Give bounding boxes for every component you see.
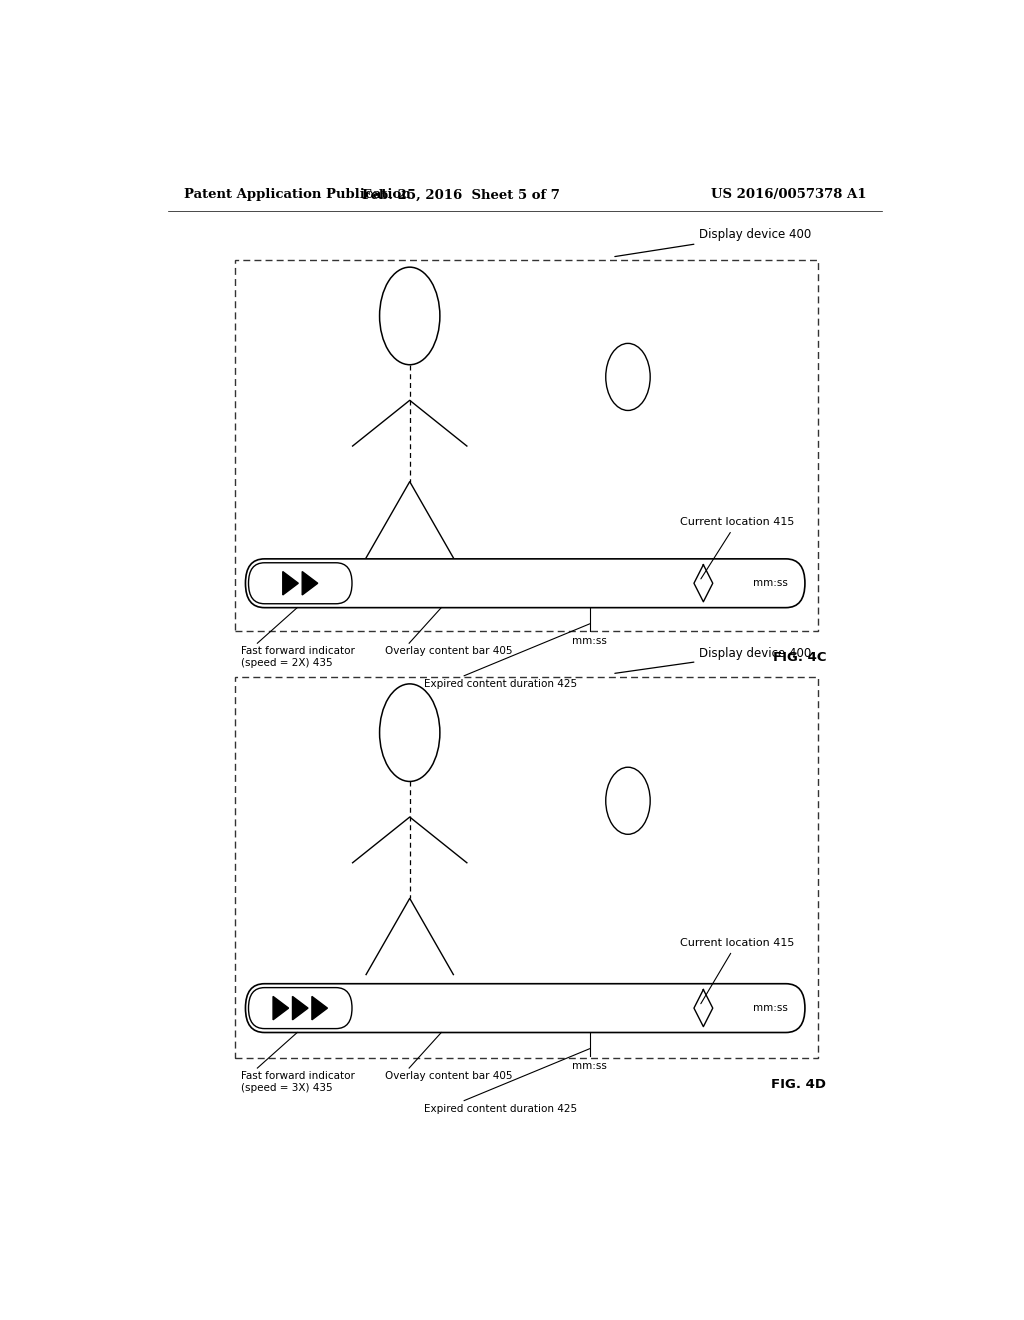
- Text: FIG. 4D: FIG. 4D: [771, 1078, 826, 1092]
- Text: Fast forward indicator
(speed = 2X) 435: Fast forward indicator (speed = 2X) 435: [242, 647, 355, 668]
- Text: Current location 415: Current location 415: [680, 517, 794, 579]
- Polygon shape: [273, 997, 289, 1020]
- Polygon shape: [283, 572, 298, 595]
- Polygon shape: [293, 997, 308, 1020]
- FancyBboxPatch shape: [236, 677, 818, 1057]
- FancyBboxPatch shape: [246, 558, 805, 607]
- Text: Overlay content bar 405: Overlay content bar 405: [385, 1071, 513, 1081]
- Text: Display device 400: Display device 400: [614, 647, 812, 673]
- Text: Overlay content bar 405: Overlay content bar 405: [385, 647, 513, 656]
- Text: mm:ss: mm:ss: [572, 1061, 607, 1071]
- FancyBboxPatch shape: [236, 260, 818, 631]
- Text: Expired content duration 425: Expired content duration 425: [425, 678, 578, 689]
- Polygon shape: [302, 572, 317, 595]
- Text: Fast forward indicator
(speed = 3X) 435: Fast forward indicator (speed = 3X) 435: [242, 1071, 355, 1093]
- Text: US 2016/0057378 A1: US 2016/0057378 A1: [711, 189, 866, 202]
- Text: mm:ss: mm:ss: [572, 636, 607, 645]
- Text: Feb. 25, 2016  Sheet 5 of 7: Feb. 25, 2016 Sheet 5 of 7: [362, 189, 560, 202]
- Text: Current location 415: Current location 415: [680, 939, 794, 1003]
- Text: Patent Application Publication: Patent Application Publication: [183, 189, 411, 202]
- FancyBboxPatch shape: [246, 983, 805, 1032]
- Text: FIG. 4C: FIG. 4C: [773, 651, 826, 664]
- Text: mm:ss: mm:ss: [753, 578, 787, 589]
- Text: mm:ss: mm:ss: [753, 1003, 787, 1014]
- Text: Expired content duration 425: Expired content duration 425: [425, 1104, 578, 1114]
- Polygon shape: [312, 997, 328, 1020]
- Text: Display device 400: Display device 400: [614, 228, 812, 256]
- FancyBboxPatch shape: [249, 987, 352, 1028]
- FancyBboxPatch shape: [249, 562, 352, 603]
